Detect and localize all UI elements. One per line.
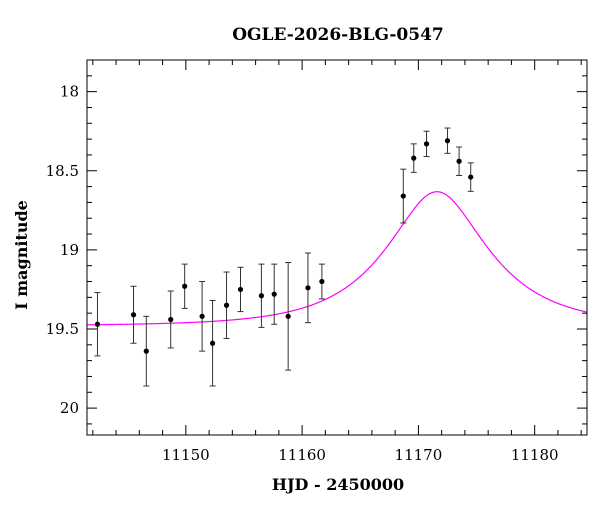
plot-frame	[86, 59, 588, 436]
y-tick-label: 18	[60, 83, 79, 101]
y-tick-label: 19	[60, 241, 79, 259]
x-tick-label: 11170	[395, 446, 443, 464]
x-tick-label: 11150	[162, 446, 210, 464]
data-point	[319, 278, 325, 285]
data-point	[271, 291, 277, 297]
data-point	[199, 313, 205, 319]
data-point	[130, 312, 137, 318]
data-point	[94, 321, 101, 327]
plot-area: 11150 11160 11170 11180 18 18.5 19 19.5 20	[46, 59, 588, 464]
data-point	[444, 138, 451, 144]
data-point	[209, 340, 216, 346]
data-point	[411, 155, 417, 161]
data-point	[456, 158, 462, 164]
data-point	[143, 348, 149, 354]
y-tick-label: 20	[60, 399, 79, 417]
y-tick-label: 19.5	[46, 320, 79, 338]
data-point	[182, 283, 188, 289]
chart-title: OGLE-2026-BLG-0547	[232, 25, 444, 45]
data-point	[168, 316, 174, 323]
x-tick-label: 11180	[511, 446, 559, 464]
data-point	[305, 285, 311, 291]
data-point	[237, 286, 244, 293]
x-tick-label: 11160	[278, 446, 326, 464]
data-point	[468, 174, 474, 180]
y-axis-label: I magnitude	[12, 200, 31, 310]
data-point	[400, 193, 406, 199]
data-point	[285, 313, 291, 319]
data-point	[223, 302, 230, 308]
x-axis-label: HJD - 2450000	[272, 475, 404, 494]
data-point	[423, 141, 430, 147]
model-curve	[87, 191, 587, 326]
data-point	[258, 293, 265, 299]
y-tick-label: 18.5	[46, 162, 79, 180]
